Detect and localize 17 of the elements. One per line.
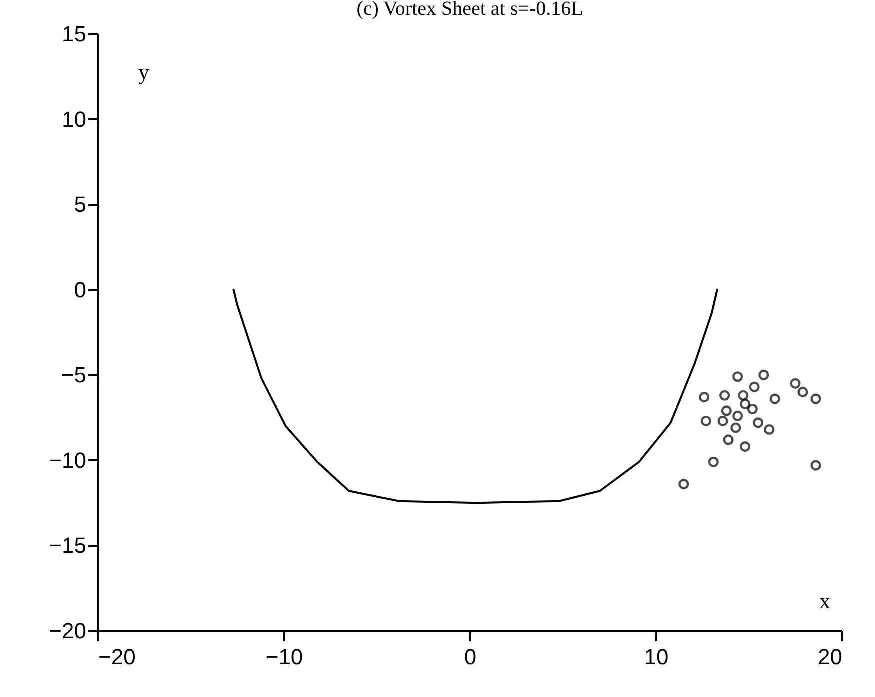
x-tick-label: −20	[98, 644, 136, 670]
y-tick-label: 15	[62, 22, 86, 46]
y-tick-label: −15	[49, 533, 86, 558]
x-tick-label: 20	[818, 644, 842, 670]
y-axis-title: y	[138, 60, 150, 84]
x-tick-label: −10	[266, 644, 304, 670]
y-tick-label: −10	[49, 448, 86, 473]
y-tick-label: −5	[61, 362, 86, 388]
line-series	[232, 288, 718, 504]
y-tick-label: 0	[74, 277, 86, 302]
chart-title: (c) Vortex Sheet at s=-0.16L	[356, 0, 584, 20]
y-tick-label: −20	[49, 618, 86, 644]
y-tick-label: 10	[62, 106, 86, 132]
y-tick-label: 5	[74, 192, 86, 218]
x-axis-title: x	[820, 588, 830, 614]
x-tick-label: 10	[644, 644, 669, 670]
x-tick-label: 0	[464, 644, 477, 670]
